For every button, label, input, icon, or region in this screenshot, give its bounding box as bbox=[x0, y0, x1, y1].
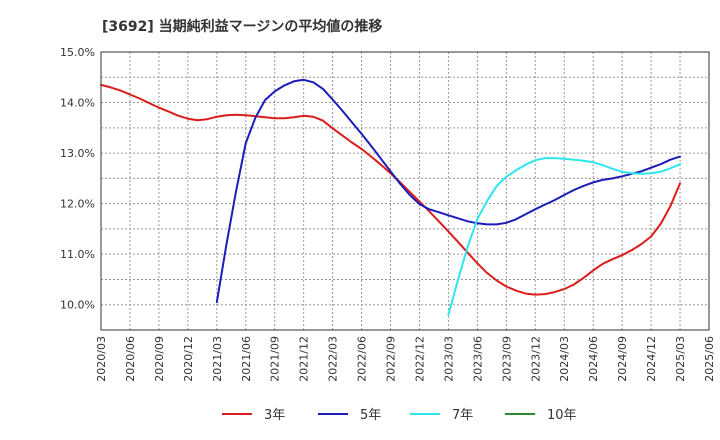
x-axis: 2020/03 2020/06 2020/09 2020/12 2021/03 2021/… bbox=[95, 336, 716, 382]
x-tick-label: 2024/03 bbox=[558, 336, 571, 382]
series-line-2 bbox=[215, 78, 681, 304]
legend-label-4: 10年 bbox=[547, 408, 577, 423]
x-tick-label: 2020/12 bbox=[182, 336, 195, 382]
x-tick-label: 2023/06 bbox=[471, 336, 484, 382]
x-tick-label: 2021/09 bbox=[269, 336, 282, 382]
x-tick-label: 2020/09 bbox=[153, 336, 166, 382]
x-tick-label: 2024/09 bbox=[616, 336, 629, 382]
series-layer bbox=[100, 78, 681, 316]
chart-title: [3692] 当期純利益マージンの平均値の推移 bbox=[102, 18, 382, 35]
legend-label-1: 3年 bbox=[264, 408, 285, 423]
legend: 3年 5年 7年 10年 bbox=[222, 408, 577, 423]
series-line-3 bbox=[447, 157, 681, 316]
y-tick-label: 12.0% bbox=[60, 198, 95, 211]
x-tick-label: 2021/12 bbox=[298, 336, 311, 382]
series-line-1 bbox=[100, 83, 681, 296]
x-tick-label: 2025/06 bbox=[703, 336, 716, 382]
x-tick-label: 2023/12 bbox=[529, 336, 542, 382]
y-tick-label: 14.0% bbox=[60, 97, 95, 110]
y-tick-label: 11.0% bbox=[60, 248, 95, 261]
x-tick-label: 2022/09 bbox=[385, 336, 398, 382]
x-tick-label: 2025/03 bbox=[674, 336, 687, 382]
x-tick-label: 2023/03 bbox=[442, 336, 455, 382]
y-tick-label: 10.0% bbox=[60, 299, 95, 312]
y-axis: 10.0% 11.0% 12.0% 13.0% 14.0% 15.0% bbox=[60, 46, 95, 312]
x-tick-label: 2020/03 bbox=[95, 336, 108, 382]
x-tick-label: 2022/12 bbox=[413, 336, 426, 382]
y-tick-label: 15.0% bbox=[60, 46, 95, 59]
x-tick-label: 2022/06 bbox=[356, 336, 369, 382]
legend-label-2: 5年 bbox=[360, 408, 381, 423]
x-tick-label: 2022/03 bbox=[327, 336, 340, 382]
plot-area bbox=[101, 52, 709, 330]
x-tick-label: 2023/09 bbox=[500, 336, 513, 382]
x-tick-label: 2024/12 bbox=[645, 336, 658, 382]
x-tick-label: 2021/06 bbox=[240, 336, 253, 382]
gridlines bbox=[101, 52, 709, 330]
plot-frame bbox=[100, 51, 710, 331]
legend-label-3: 7年 bbox=[452, 408, 473, 423]
x-tick-label: 2020/06 bbox=[124, 336, 137, 382]
x-tick-label: 2024/06 bbox=[587, 336, 600, 382]
x-tick-label: 2021/03 bbox=[211, 336, 224, 382]
y-tick-label: 13.0% bbox=[60, 147, 95, 160]
